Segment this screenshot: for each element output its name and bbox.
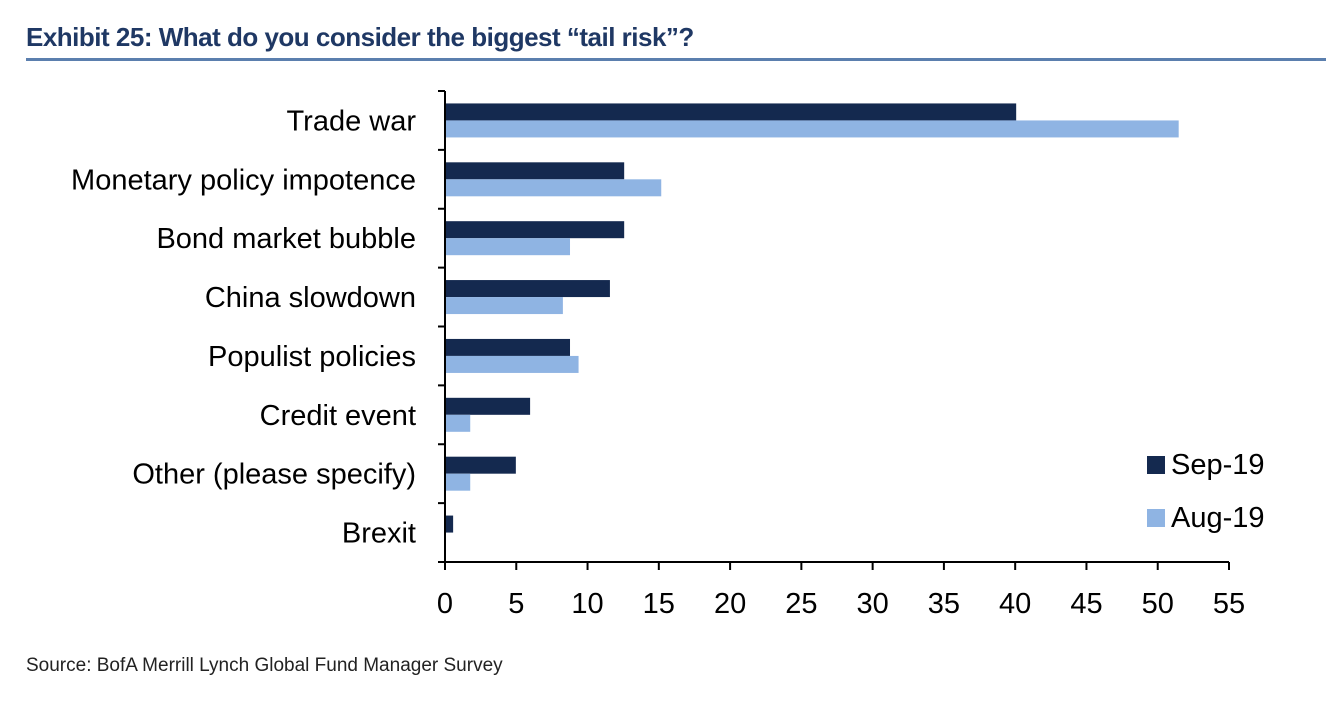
title-rule [26, 58, 1326, 61]
legend-swatch-sep-19 [1147, 456, 1165, 474]
x-tick-label: 20 [714, 588, 746, 620]
bar-aug-19 [446, 120, 1179, 138]
bar-sep-19 [446, 221, 625, 239]
x-tick-label: 40 [999, 588, 1031, 620]
x-tick-label: 50 [1142, 588, 1174, 620]
category-label: Brexit [342, 518, 416, 550]
x-tick-label: 25 [785, 588, 817, 620]
x-tick-label: 30 [857, 588, 889, 620]
x-tick-label: 35 [928, 588, 960, 620]
category-label: Credit event [260, 400, 416, 432]
x-tick-label: 55 [1213, 588, 1245, 620]
bar-aug-19 [446, 473, 471, 491]
exhibit-title: Exhibit 25: What do you consider the big… [26, 22, 694, 52]
bar-aug-19 [446, 355, 579, 373]
legend-label: Aug-19 [1171, 502, 1265, 534]
bar-aug-19 [446, 414, 471, 432]
x-tick-label: 10 [571, 588, 603, 620]
category-label: Populist policies [208, 341, 416, 373]
category-label: Bond market bubble [156, 223, 416, 255]
bar-aug-19 [446, 179, 662, 197]
bar-sep-19 [446, 515, 454, 533]
bar-aug-19 [446, 297, 563, 315]
category-label: Monetary policy impotence [71, 164, 416, 196]
x-tick-label: 15 [643, 588, 675, 620]
source-note: Source: BofA Merrill Lynch Global Fund M… [26, 655, 503, 676]
legend-label: Sep-19 [1171, 449, 1265, 481]
bar-sep-19 [446, 456, 516, 474]
x-tick-label: 45 [1070, 588, 1102, 620]
bar-sep-19 [446, 397, 531, 415]
category-label: Other (please specify) [132, 459, 416, 491]
x-tick-label: 5 [508, 588, 524, 620]
bar-sep-19 [446, 103, 1017, 121]
legend-swatch-aug-19 [1147, 509, 1165, 527]
category-label: China slowdown [205, 282, 416, 314]
bar-sep-19 [446, 162, 625, 180]
x-tick-label: 0 [437, 588, 453, 620]
bar-sep-19 [446, 338, 571, 356]
bar-chart: Trade war Monetary policy impotence Bond m… [71, 90, 1265, 620]
bar-aug-19 [446, 238, 571, 256]
bar-sep-19 [446, 280, 610, 298]
category-label: Trade war [287, 105, 417, 137]
